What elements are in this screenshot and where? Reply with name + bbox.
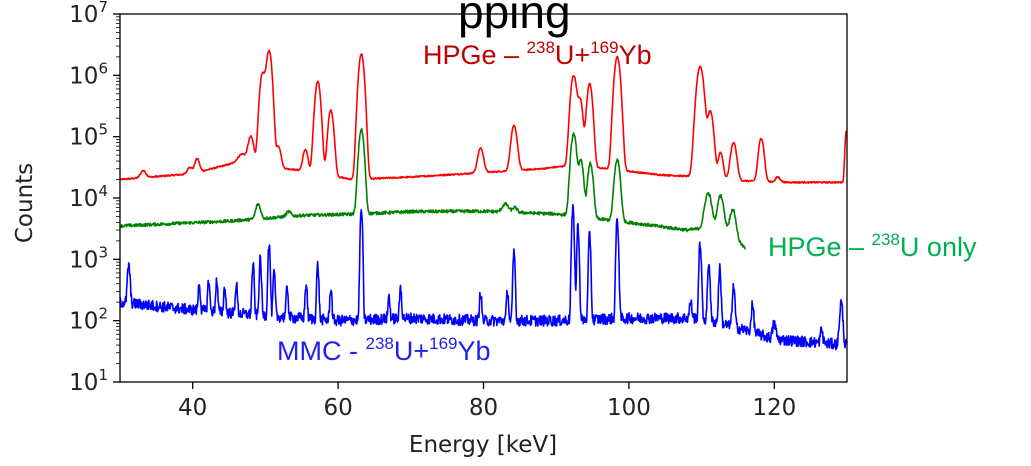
y-tick-label: 104 [69,182,108,212]
y-tick-label: 105 [69,121,108,151]
x-axis-label: Energy [keV] [409,432,557,458]
x-tick-label: 40 [178,395,207,421]
y-tick-label: 107 [69,0,108,28]
y-axis-label: Counts [12,163,38,243]
x-tick-label: 100 [607,395,651,421]
annotation-red: HPGe – 238U+169Yb [423,38,652,70]
x-tick-label: 60 [323,395,352,421]
x-axis: 40 60 80 100 120 [178,382,796,421]
y-tick-label: 103 [69,243,108,273]
y-tick-label: 101 [69,366,108,396]
y-tick-label: 106 [69,59,108,89]
annotation-blue: MMC - 238U+169Yb [277,334,491,366]
chart-title-partial: pping [458,0,571,38]
series-line [119,203,848,351]
y-axis: 101 102 103 104 105 106 107 [69,0,120,396]
x-tick-label: 80 [469,395,498,421]
series-line [119,49,848,184]
x-tick-label: 120 [752,395,796,421]
annotation-green: HPGe – 238U only [768,230,977,262]
series-line [119,127,746,250]
y-tick-label: 102 [69,305,108,335]
series-lines [119,49,848,351]
annotations: HPGe – 238U+169Yb HPGe – 238U only MMC - 2… [277,38,977,366]
